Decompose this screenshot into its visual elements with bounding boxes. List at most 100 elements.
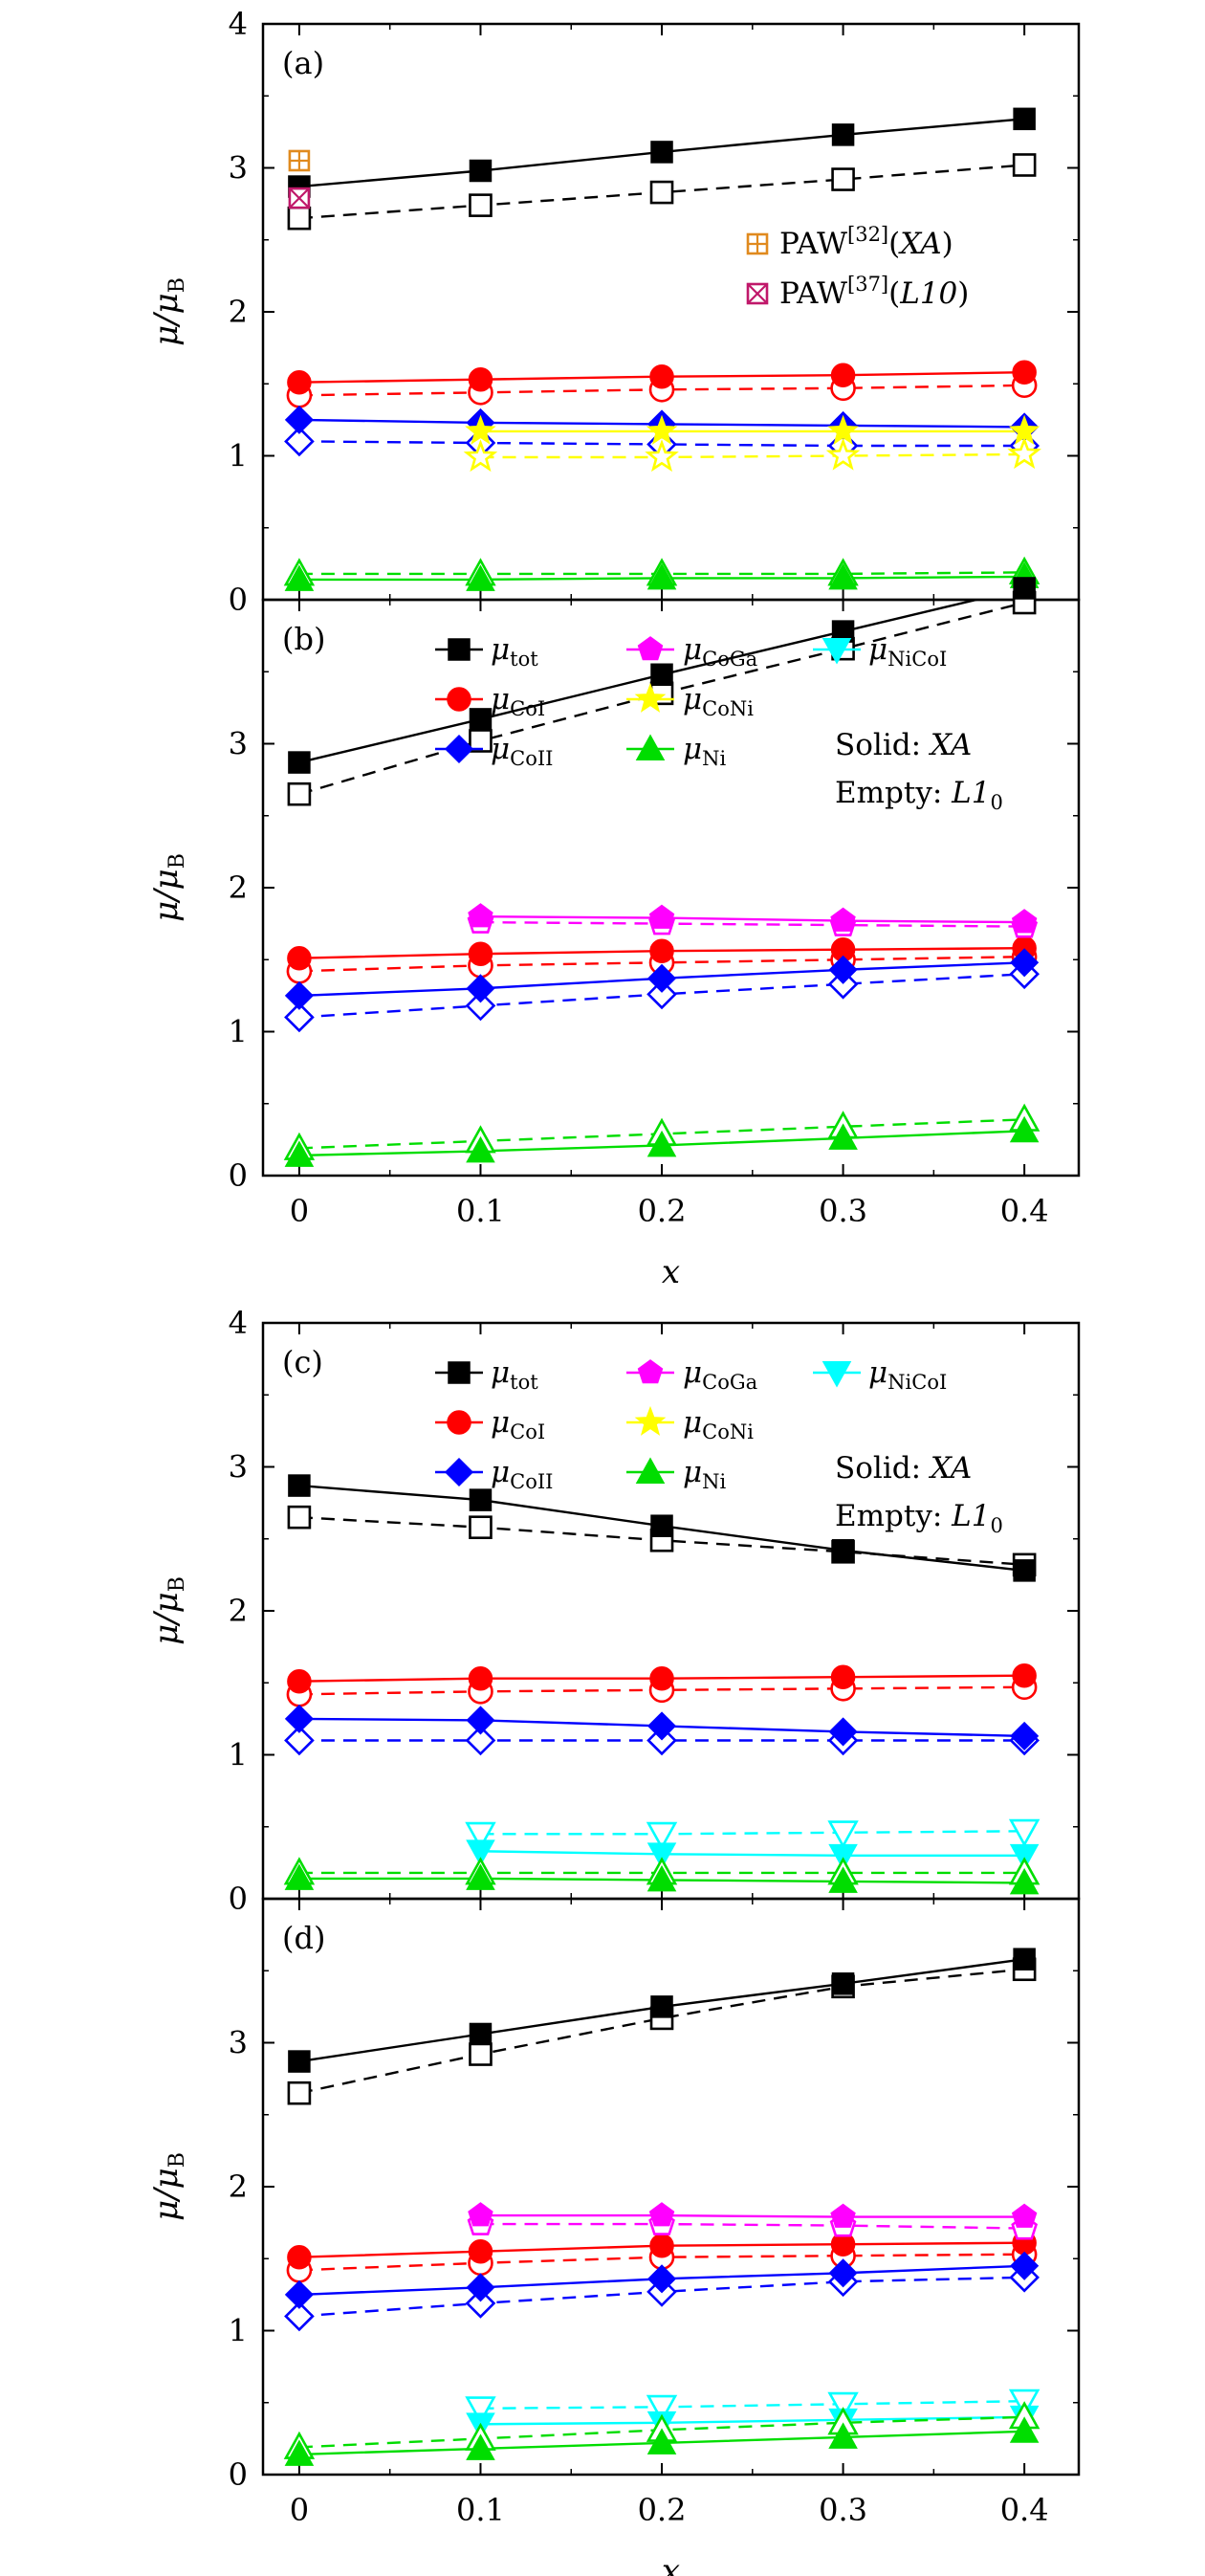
panel-0-reference-point-1 [288, 187, 311, 209]
panel-0-line-CoNi-empty [480, 452, 1025, 459]
panel-0-point-tot-solid-2 [650, 141, 673, 164]
panel-2-legend-marker-tot [448, 1361, 471, 1384]
panel-3-point-tot-solid-0 [288, 2050, 311, 2073]
panel-3-point-tot-solid-3 [831, 1972, 855, 1995]
panel-0-point-CoNi-empty-4 [1007, 436, 1041, 470]
panel-1-legend-label-CoII: μCoII [491, 732, 553, 770]
panel-0-point-CoI-solid-3 [830, 363, 856, 387]
panel-2-legend-item-tot: μtot [435, 1355, 538, 1394]
panel-3-point-tot-empty-0 [287, 2081, 312, 2105]
panel-3-ytick-label-1: 1 [229, 2313, 248, 2349]
panel-1-line-CoGa-empty [480, 920, 1025, 928]
panel-0-ytick-label-1: 1 [229, 438, 248, 474]
panel-1-xtick-label-1: 0.1 [456, 1193, 505, 1229]
panel-1-legend-label-tot: μtot [491, 632, 538, 671]
panel-2-legend-label-CoI: μCoI [491, 1405, 545, 1443]
panel-1-xtick-label-0: 0 [290, 1193, 309, 1229]
panel-1: 0 1 2 3 0 0.1 0.2 0.3 0.4 x (b) μtot μCoI μCoII μCoGa μ… [229, 577, 1081, 1291]
panel-0-reference-legend-label-1: PAW[37](L10) [779, 273, 969, 311]
panel-2-point-NiCoI-empty-2 [646, 1821, 678, 1850]
panel-3-point-CoI-solid-2 [649, 2233, 674, 2258]
panel-3-markers [283, 1948, 1041, 2466]
panel-0-point-CoNi-empty-2 [645, 439, 679, 473]
panel-3-point-CoII-empty-1 [465, 2288, 496, 2319]
panel-2-point-CoI-solid-1 [468, 1665, 493, 1691]
panel-0-ytick-label-4: 4 [229, 6, 248, 42]
panel-0-point-CoNi-empty-3 [825, 437, 861, 471]
panel-2-legend-item-CoII: μCoII [435, 1455, 553, 1493]
panel-2-point-NiCoI-solid-2 [646, 1842, 677, 1869]
panel-2-point-NiCoI-solid-1 [466, 1839, 495, 1866]
panel-2-point-CoI-solid-0 [287, 1668, 312, 1694]
panel-3-point-NiCoI-empty-1 [465, 2396, 496, 2425]
panel-2-point-CoII-solid-1 [466, 1706, 495, 1735]
panel-2-legend-marker-CoI [447, 1410, 471, 1435]
panel-2-point-Ni-solid-2 [646, 1864, 677, 1892]
panel-1-point-CoII-empty-1 [465, 990, 496, 1022]
panel-1-legend-label-CoGa: μCoGa [683, 632, 757, 671]
panel-3-point-CoGa-solid-4 [1011, 2203, 1038, 2228]
panel-1-y-axis-title: μ/μB [147, 853, 189, 922]
panel-0-reference-legend-marker-1 [746, 282, 769, 305]
panel-1-point-CoII-empty-2 [646, 979, 677, 1010]
panel-1-point-CoI-solid-2 [649, 938, 674, 963]
panel-1-legend-item-CoGa: μCoGa [626, 632, 757, 671]
panel-1-point-CoGa-solid-3 [830, 907, 856, 932]
panel-0-ytick-label-2: 2 [229, 294, 248, 330]
panel-0-reference-point-0 [288, 149, 311, 172]
panel-3-point-Ni-solid-2 [646, 2428, 677, 2455]
panel-2-legend-item-CoI: μCoI [435, 1405, 545, 1443]
panel-1-legend-label-CoI: μCoI [491, 682, 545, 720]
panel-2-point-CoI-solid-3 [830, 1664, 856, 1689]
panel-2-point-tot-empty-0 [287, 1505, 312, 1530]
panel-3-point-tot-solid-1 [469, 2022, 493, 2046]
panel-2-point-tot-solid-2 [650, 1514, 673, 1537]
panel-2-point-tot-solid-4 [1013, 1559, 1036, 1582]
panel-0-ytick-label-3: 3 [229, 150, 248, 187]
panel-3-xtick-label-0: 0 [290, 2492, 309, 2528]
panel-2-point-Ni-solid-3 [828, 1866, 858, 1893]
panel-1-point-CoII-solid-2 [646, 963, 677, 993]
panel-2-legend-marker-CoNi [634, 1405, 667, 1436]
panel-3-xtick-label-1: 0.1 [456, 2492, 505, 2528]
panel-3-line-NiCoI-solid [480, 2415, 1025, 2426]
panel-2-point-CoII-empty-1 [465, 1725, 496, 1756]
panel-3-point-CoII-solid-0 [284, 2279, 314, 2309]
panel-3-point-CoII-empty-0 [284, 2301, 315, 2332]
panel-1-legend-marker-NiCoI [822, 638, 852, 665]
panel-0-point-CoI-solid-0 [287, 369, 312, 395]
panel-0-point-CoNi-solid-3 [827, 414, 859, 445]
panel-0-point-CoNi-solid-1 [465, 414, 496, 445]
panel-2-legend-label-CoII: μCoII [491, 1455, 553, 1493]
panel-1-legend-item-CoNi: μCoNi [626, 682, 754, 720]
panel-1-ytick-label-1: 1 [229, 1014, 248, 1050]
panel-2-legend-label-CoGa: μCoGa [683, 1355, 757, 1394]
panel-2-legend-note-empty: Empty: L10 [835, 1499, 1003, 1537]
panel-2: 0 1 2 3 4 (c) μtot μCoI μCoII μCoGa μCoNi μNi μNiCoI… [229, 1305, 1081, 1917]
panel-0-point-tot-empty-4 [1012, 153, 1037, 177]
panel-1-legend-item-NiCoI: μNiCoI [813, 632, 947, 671]
panel-1-point-CoII-solid-4 [1010, 948, 1040, 978]
panel-2-line-NiCoI-empty [480, 1830, 1025, 1836]
panel-1-legend-marker-CoII [444, 734, 474, 764]
panel-3-xtick-label-3: 0.3 [819, 2492, 867, 2528]
panel-3-point-Ni-solid-1 [466, 2433, 495, 2460]
panel-1-legend-item-CoII: μCoII [435, 732, 553, 770]
panel-1-legend-note-solid: Solid: XA [835, 728, 972, 762]
panel-3-point-CoI-solid-0 [287, 2244, 312, 2270]
panel-3-point-NiCoI-empty-3 [827, 2391, 859, 2420]
panel-0-point-CoI-solid-4 [1012, 360, 1037, 385]
panel-2-point-CoII-solid-3 [828, 1717, 858, 1747]
panel-1-point-CoII-empty-0 [284, 1002, 315, 1033]
panel-2-point-CoII-solid-2 [646, 1711, 677, 1741]
panel-3-point-Ni-solid-4 [1009, 2416, 1040, 2443]
panel-3-ytick-label-2: 2 [229, 2169, 248, 2205]
panel-2-legend-note-solid: Solid: XA [835, 1451, 972, 1486]
panel-2-legend-item-NiCoI: μNiCoI [813, 1355, 947, 1394]
panel-3-line-CoGa-empty [480, 2222, 1025, 2230]
panel-2-point-tot-solid-3 [831, 1539, 855, 1562]
panel-2-point-Ni-solid-0 [284, 1863, 315, 1890]
panel-1-point-CoII-solid-0 [284, 980, 314, 1010]
panel-3: 0 1 2 3 0 0.1 0.2 0.3 0.4 x (d) [229, 1897, 1081, 2576]
panel-0-point-CoNi-empty-1 [463, 439, 498, 473]
